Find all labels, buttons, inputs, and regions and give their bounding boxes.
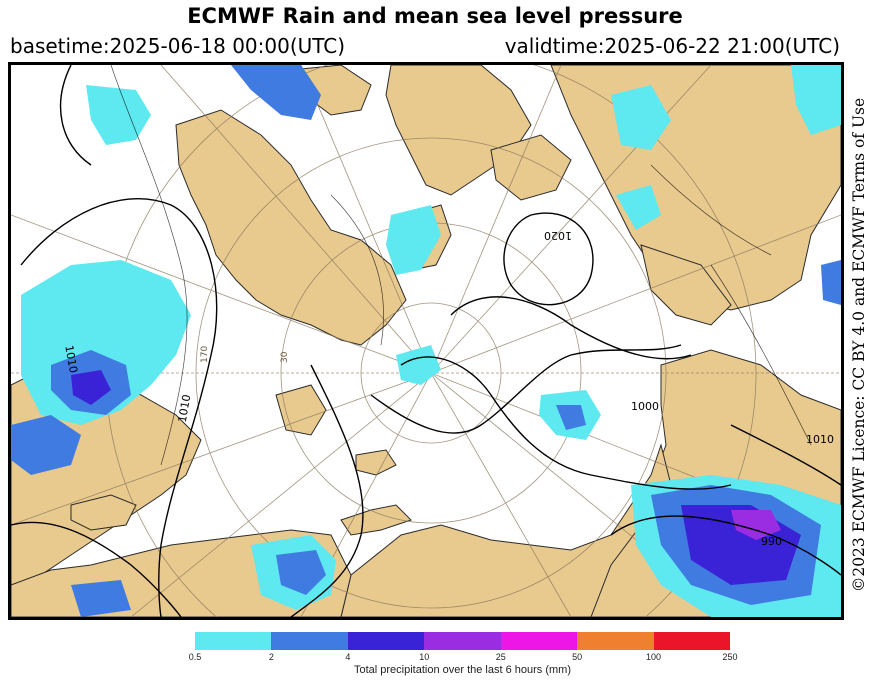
map-panel[interactable]: 1020 1000 1010 1010 1010 990 170 30 bbox=[8, 62, 844, 620]
precip-colorbar bbox=[195, 632, 730, 650]
colorbar-segment bbox=[653, 632, 730, 650]
isobar-label-1010-north: 1010 bbox=[62, 344, 80, 374]
colorbar-tick-label: 100 bbox=[646, 652, 662, 662]
colorbar-tick-label: 25 bbox=[495, 652, 506, 662]
land-siberia-central bbox=[340, 443, 672, 617]
colorbar-segment bbox=[577, 632, 654, 650]
isobar-label-1010-west: 1010 bbox=[176, 394, 194, 424]
meridian-label-170: 170 bbox=[200, 346, 210, 363]
licence-text: ©2023 ECMWF Licence: CC BY 4.0 and ECMWF… bbox=[850, 97, 868, 593]
colorbar-segment bbox=[500, 632, 578, 650]
precipitation bbox=[11, 65, 841, 617]
colorbar-tick-label: 250 bbox=[722, 652, 738, 662]
meridian-label-30: 30 bbox=[280, 351, 290, 363]
chart-title: ECMWF Rain and mean sea level pressure bbox=[187, 4, 683, 28]
isobar-label-1010-east: 1010 bbox=[806, 433, 834, 446]
colorbar-label: Total precipitation over the last 6 hour… bbox=[353, 664, 572, 676]
colorbar-tick-label: 4 bbox=[345, 652, 351, 662]
colorbar-tick-label: 50 bbox=[572, 652, 583, 662]
isobars bbox=[11, 65, 841, 617]
colorbar-tick-label: 0.5 bbox=[188, 652, 202, 662]
validtime-label: validtime:2025-06-22 21:00(UTC) bbox=[504, 34, 840, 58]
colorbar-tick-label: 2 bbox=[268, 652, 274, 662]
isobar-label-1020: 1020 bbox=[544, 229, 572, 242]
land-svalbard bbox=[275, 384, 327, 436]
colorbar-ticks: 0.5 2 4 10 25 50 100 250 bbox=[189, 652, 738, 664]
land-franz-josef bbox=[355, 449, 397, 476]
map-canvas: 1020 1000 1010 1010 1010 990 170 30 bbox=[11, 65, 841, 617]
colorbar-tick-label: 10 bbox=[419, 652, 430, 662]
colorbar-segment bbox=[424, 632, 501, 650]
colorbar-segment bbox=[271, 632, 348, 650]
basetime-label: basetime:2025-06-18 00:00(UTC) bbox=[10, 34, 346, 58]
thin-contours bbox=[110, 65, 812, 466]
land-novaya-zemlya bbox=[340, 504, 412, 536]
isobar-label-990: 990 bbox=[761, 535, 782, 548]
colorbar-segment bbox=[195, 632, 272, 650]
colorbar-segment bbox=[347, 632, 425, 650]
isobar-label-1000: 1000 bbox=[631, 400, 659, 413]
land-greenland bbox=[175, 109, 407, 346]
land-iceland bbox=[70, 494, 137, 531]
